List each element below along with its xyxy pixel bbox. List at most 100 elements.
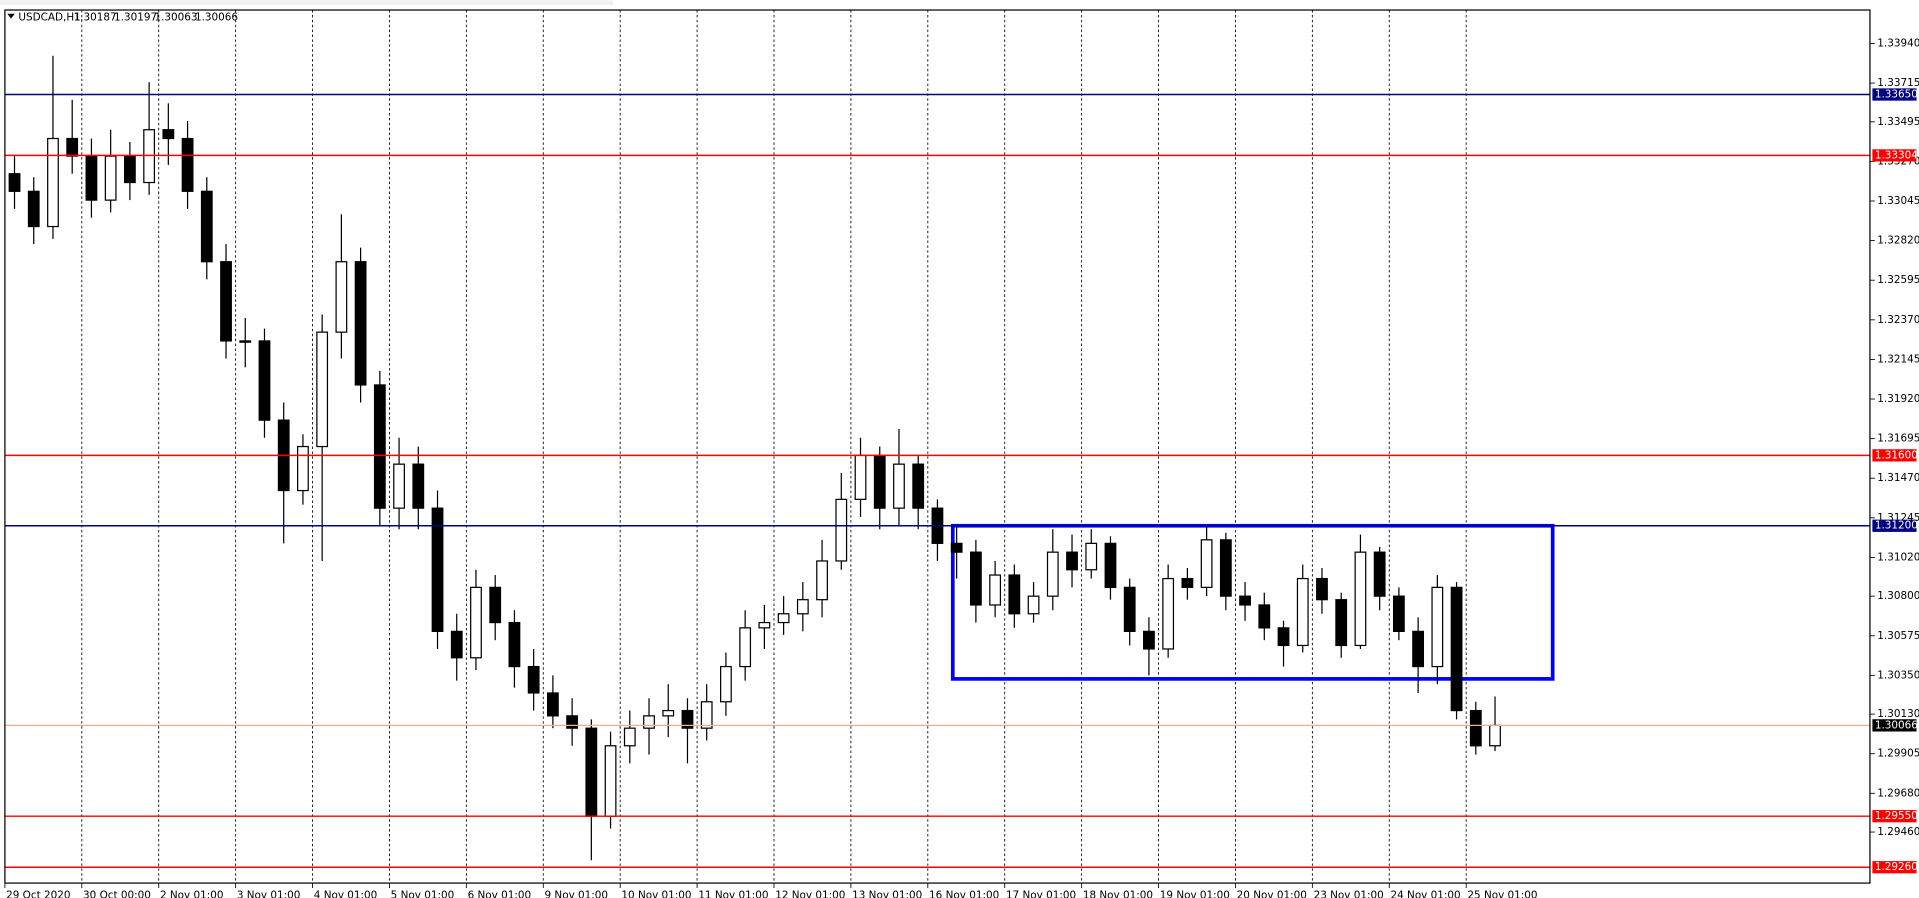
y-tick-label: 1.31920 [1877,393,1919,405]
price-tag-label: 1.29550 [1875,810,1918,822]
x-tick-label: 30 Oct 00:00 [83,889,151,898]
y-tick-label: 1.32145 [1877,353,1919,365]
candle-body [585,727,598,817]
header-arrow [7,13,15,19]
candle-body [854,454,867,500]
candle-body [1489,724,1501,747]
candle-body [758,621,771,629]
candle-body [1239,595,1251,606]
x-tick-label: 2 Nov 01:00 [160,889,224,898]
candle-body [950,542,963,553]
candle-body [566,715,579,729]
candle-body [1296,577,1309,647]
x-tick-label: 17 Nov 01:00 [1006,889,1076,898]
x-tick-label: 13 Nov 01:00 [852,889,922,898]
candle-body [1316,577,1328,601]
x-tick-label: 12 Nov 01:00 [775,889,845,898]
candle-body [412,463,425,509]
candle-body [739,627,752,668]
candle-body [373,384,386,509]
candle-body [700,701,713,729]
candle-body [123,155,136,184]
candle-body [873,454,886,509]
y-tick-label: 1.33940 [1877,37,1919,49]
x-tick-label: 19 Nov 01:00 [1160,889,1230,898]
y-tick-label: 1.33495 [1877,116,1919,128]
candle-body [1066,551,1078,571]
x-tick-label: 9 Nov 01:00 [544,889,608,898]
candle-body [546,692,559,717]
candle-body [162,129,175,140]
candle-body [1392,595,1405,632]
candle-body [220,261,232,342]
y-tick-label: 1.33045 [1877,195,1919,207]
candle-body [1469,709,1482,747]
candle-body [1354,551,1367,647]
x-tick-label: 10 Nov 01:00 [621,889,691,898]
price-tag-label: 1.33304 [1875,149,1918,161]
x-tick-label: 11 Nov 01:00 [698,889,768,898]
y-tick-label: 1.29460 [1877,826,1919,838]
candle-body [1181,577,1194,588]
candle-body [508,621,521,668]
x-tick-label: 5 Nov 01:00 [391,889,455,898]
y-tick-label: 1.29680 [1877,787,1919,799]
candle-body [1277,627,1290,647]
candle-body [623,727,636,747]
candle-body [604,745,617,817]
y-tick-label: 1.30800 [1877,590,1919,602]
x-tick-label: 25 Nov 01:00 [1467,889,1537,898]
header-value: 1.30197 [114,11,157,23]
x-tick-label: 24 Nov 01:00 [1390,889,1460,898]
candle-body [258,340,271,421]
candle-body [489,586,502,624]
x-tick-label: 23 Nov 01:00 [1314,889,1384,898]
x-tick-label: 18 Nov 01:00 [1083,889,1153,898]
candle-body [181,137,194,192]
x-tick-label: 6 Nov 01:00 [468,889,532,898]
y-tick-label: 1.32820 [1877,235,1919,247]
candle-body [8,173,21,192]
y-tick-label: 1.30350 [1877,669,1919,681]
y-tick-label: 1.32370 [1877,314,1919,326]
candle-body [1008,574,1021,615]
axes: 29 Oct 2020 30 Oct 00:00 2 Nov 01:00 3 Nov … [4,37,1919,898]
candle-body [335,261,348,333]
candle-body [1335,599,1348,647]
candle-body [1373,551,1386,597]
grid [81,10,1467,884]
candle-body [1431,586,1444,668]
price-tag [1872,719,1917,732]
candle-body [200,190,213,263]
price-tag [1872,449,1917,462]
candle-body [1162,577,1175,650]
marks [4,55,1870,868]
symbol: USDCAD,H1 [18,11,80,23]
x-tick-label: 16 Nov 01:00 [929,889,999,898]
y-tick-label: 1.30575 [1877,630,1919,642]
price-tag [1872,88,1917,101]
candle-body [1104,542,1117,588]
candle-body [1258,604,1271,629]
candle-body [66,137,79,157]
price-tag-label: 1.31200 [1875,520,1918,532]
price-tag [1872,149,1917,162]
header-value: 1.30187 [74,11,117,23]
candle-body [893,463,905,509]
candle-body [1143,630,1155,650]
candle-body [1123,586,1136,632]
candle-body [1412,630,1425,668]
candle-body [1200,539,1213,588]
y-tick-label: 1.31695 [1877,433,1919,445]
y-tick-label: 1.30130 [1877,708,1919,720]
candle-body [969,551,982,606]
candle-body [1450,586,1463,712]
y-tick-label: 1.31020 [1877,551,1919,563]
candle-body [643,715,655,729]
candle-body [27,190,40,228]
candle-body [662,709,675,717]
x-tick-label: 20 Nov 01:00 [1237,889,1307,898]
price-tag-label: 1.29260 [1875,861,1918,873]
price-tag [1872,810,1917,823]
